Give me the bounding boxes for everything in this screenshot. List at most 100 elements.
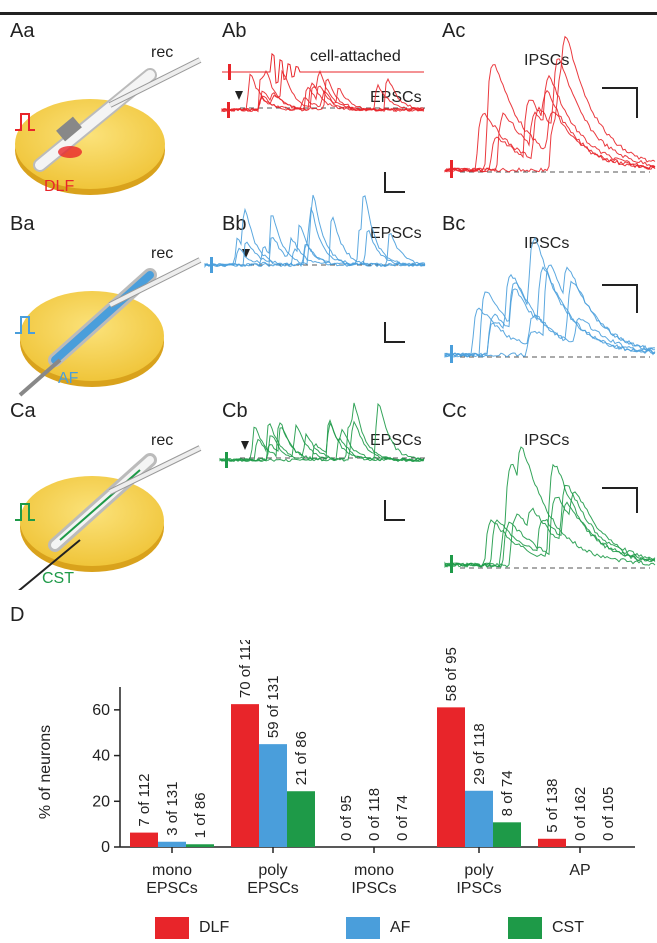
trace-ipsc-B-0 <box>444 307 656 358</box>
bar-count-label: 58 of 95 <box>443 647 460 701</box>
trace-epsc-A-stim-artifact <box>227 102 230 118</box>
illustration-B <box>15 257 202 397</box>
legend-item-dlf: DLF <box>155 915 229 941</box>
legend-label-af: AF <box>390 919 411 936</box>
scale-bar-Cc <box>602 487 638 513</box>
trace-ipsc-B-4 <box>444 266 656 358</box>
panel-label-Cb: Cb <box>222 400 248 422</box>
bar-count-label: 0 of 118 <box>366 788 383 841</box>
stim-label-CST: CST <box>42 570 74 587</box>
bar-count-label: 0 of 74 <box>394 795 411 841</box>
bar-count-label: 3 of 131 <box>164 782 181 836</box>
trace-title-epscs-B: EPSCs <box>370 225 422 242</box>
category-label: EPSCs <box>146 880 198 897</box>
rec-label-B: rec <box>151 245 174 262</box>
panel-label-Ac: Ac <box>442 20 466 42</box>
legend-label-cst: CST <box>552 919 584 936</box>
bar-dlf <box>130 832 158 847</box>
bar-count-label: 21 of 86 <box>293 731 310 785</box>
rec-label-A: rec <box>151 44 174 61</box>
trace-epsc-A-0 <box>221 69 425 113</box>
stim-label-AF: AF <box>58 370 79 387</box>
scale-bar-Cb <box>384 500 405 521</box>
bar-count-label: 59 of 131 <box>265 676 282 739</box>
panel-label-D: D <box>10 604 25 626</box>
spinal-cord-illustrations <box>15 57 202 590</box>
y-tick-label: 20 <box>92 793 110 810</box>
trace-title-ipscs-C: IPSCs <box>524 432 570 449</box>
trace-epsc-B-0 <box>204 232 426 268</box>
trace-epsc-C-stim-artifact <box>225 452 228 468</box>
y-tick-label: 60 <box>92 702 110 719</box>
trace-cell-attached-stim-artifact <box>228 64 231 80</box>
bar-af <box>158 841 186 847</box>
panel-label-Ab: Ab <box>222 20 247 42</box>
trace-epsc-B-3 <box>204 207 426 268</box>
trace-ipsc-B-stim-artifact <box>450 345 453 363</box>
category-label: poly <box>464 862 493 879</box>
bar-cst <box>493 822 521 847</box>
scale-bar-Ab <box>384 172 405 193</box>
panel-label-Ba: Ba <box>10 213 35 235</box>
bar-count-label: 0 of 162 <box>572 787 589 841</box>
trace-cell-attached <box>222 52 424 84</box>
scale-bar-Bc <box>602 284 638 313</box>
panel-label-Ca: Ca <box>10 400 36 422</box>
bar-count-label: 0 of 95 <box>338 795 355 841</box>
trace-ipsc-B-3 <box>444 236 656 358</box>
bar-count-label: 8 of 74 <box>499 770 516 816</box>
legend-item-af: AF <box>346 915 410 941</box>
bar-cst <box>186 844 214 847</box>
trace-ipsc-C-stim-artifact <box>450 555 453 573</box>
bar-cst <box>287 791 315 847</box>
bar-count-label: 5 of 138 <box>544 779 561 833</box>
bar-dlf <box>437 707 465 847</box>
legend-label-dlf: DLF <box>199 919 230 936</box>
trace-epsc-C-3 <box>219 402 425 462</box>
electrophysiology-traces <box>204 35 656 573</box>
bar-dlf <box>231 704 259 847</box>
stim-arrow-Cb <box>241 441 249 450</box>
bar-count-label: 0 of 105 <box>600 787 617 841</box>
bar-count-label: 7 of 112 <box>136 773 153 826</box>
bar-count-label: 29 of 118 <box>471 723 488 784</box>
trace-epsc-B-4 <box>204 195 426 267</box>
panel-label-Aa: Aa <box>10 20 35 42</box>
legend-item-cst: CST <box>508 915 584 941</box>
bar-af <box>259 744 287 847</box>
bar-af <box>465 790 493 847</box>
trace-epsc-B-stim-artifact <box>210 257 213 273</box>
legend-swatch-cst <box>508 917 542 939</box>
trace-title-ipscs-A: IPSCs <box>524 52 570 69</box>
trace-title-cell-attached: cell-attached <box>310 48 401 65</box>
trace-epsc-C-0 <box>219 419 425 462</box>
y-axis-label: % of neurons <box>37 725 54 819</box>
panel-label-Bc: Bc <box>442 213 466 235</box>
trace-ipsc-A-3 <box>444 74 656 173</box>
trace-epsc-C-4 <box>219 402 425 463</box>
trace-ipsc-A-stim-artifact <box>450 160 453 178</box>
legend-swatch-dlf <box>155 917 189 939</box>
panel-label-Bb: Bb <box>222 213 247 235</box>
trace-ipsc-C-3 <box>444 484 656 568</box>
category-label: IPSCs <box>456 880 501 897</box>
rec-label-C: rec <box>151 432 174 449</box>
trace-title-epscs-C: EPSCs <box>370 432 422 449</box>
trace-ipsc-B-1 <box>444 280 656 358</box>
trace-ipsc-A-4 <box>444 35 656 173</box>
trace-epsc-A-4 <box>221 73 425 113</box>
category-label: poly <box>258 862 287 879</box>
scale-bar-Ac <box>602 87 638 118</box>
category-label: mono <box>354 862 394 879</box>
category-label: EPSCs <box>247 880 299 897</box>
illustration-C <box>15 445 202 590</box>
bar-dlf <box>538 838 566 847</box>
bar-count-label: 70 of 112 <box>237 640 254 698</box>
category-label: IPSCs <box>351 880 396 897</box>
top-rule <box>0 12 657 15</box>
panel-label-Cc: Cc <box>442 400 467 422</box>
y-tick-label: 0 <box>101 839 110 856</box>
category-label: AP <box>569 862 590 879</box>
trace-ipsc-C-4 <box>444 463 656 568</box>
